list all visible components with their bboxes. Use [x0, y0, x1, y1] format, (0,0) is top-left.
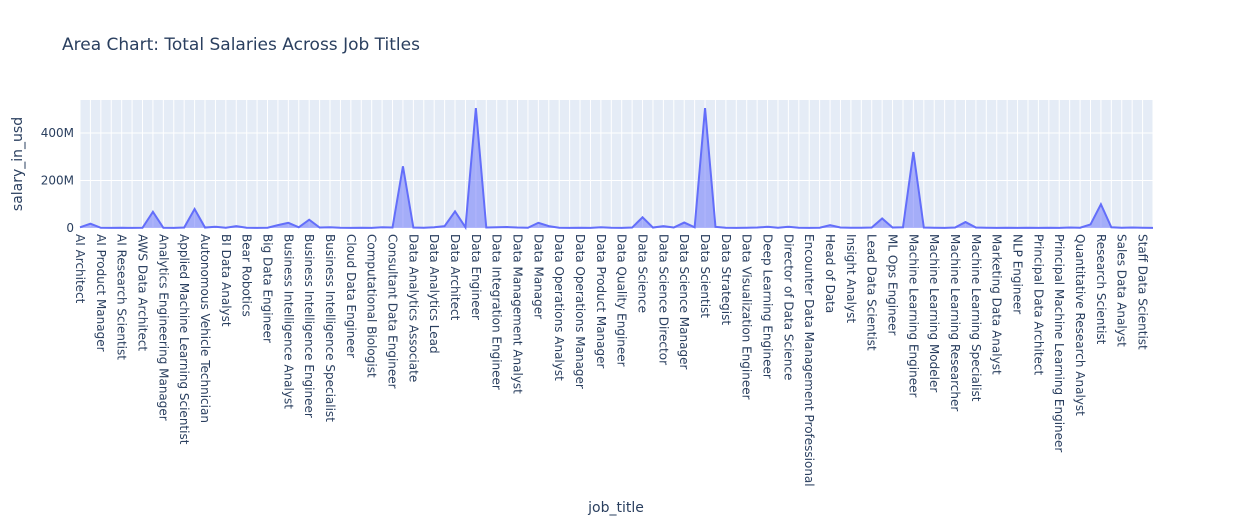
y-axis-title: salary_in_usd	[10, 117, 26, 211]
x-tick-label: Deep Learning Engineer	[761, 234, 775, 379]
x-tick-label: AI Architect	[73, 234, 87, 304]
y-tick-label: 200M	[41, 174, 74, 188]
x-tick-label: Machine Learning Specialist	[969, 234, 983, 402]
x-axis-title: job_title	[587, 500, 644, 516]
x-tick-label: Data Engineer	[469, 234, 483, 320]
x-tick-label: Head of Data	[823, 234, 837, 313]
x-tick-label: AI Product Manager	[94, 234, 108, 352]
x-tick-label: AI Research Scientist	[115, 234, 129, 360]
x-tick-label: Analytics Engineering Manager	[156, 234, 170, 421]
x-tick-label: ML Ops Engineer	[886, 234, 900, 335]
x-tick-label: Business Intelligence Specialist	[323, 234, 337, 422]
y-tick-label: 0	[66, 221, 74, 235]
x-tick-label: Data Architect	[448, 234, 462, 321]
x-tick-label: Data Operations Analyst	[552, 234, 566, 381]
x-tick-label: Autonomous Vehicle Technician	[198, 234, 212, 423]
x-tick-label: Quantitative Research Analyst	[1073, 234, 1087, 416]
x-tick-label: Data Visualization Engineer	[740, 234, 754, 400]
x-tick-label: Data Science Manager	[677, 234, 691, 369]
x-tick-label: Marketing Data Analyst	[990, 234, 1004, 375]
x-tick-label: Data Science	[636, 234, 650, 313]
x-tick-label: Machine Learning Engineer	[906, 234, 920, 397]
x-tick-label: Data Analytics Associate	[406, 234, 420, 382]
x-tick-label: Applied Machine Learning Scientist	[177, 234, 191, 445]
x-tick-label: Principal Machine Learning Engineer	[1052, 234, 1066, 452]
x-tick-label: Data Product Manager	[594, 234, 608, 369]
x-tick-label: Data Quality Engineer	[615, 234, 629, 367]
chart-title: Area Chart: Total Salaries Across Job Ti…	[62, 35, 420, 55]
x-tick-label: Research Scientist	[1094, 234, 1108, 345]
x-tick-label: Data Operations Manager	[573, 234, 587, 389]
x-tick-label: Data Science Director	[656, 234, 670, 365]
x-tick-label: Data Integration Engineer	[490, 234, 504, 390]
x-tick-label: Insight Analyst	[844, 234, 858, 323]
x-tick-label: AWS Data Architect	[136, 234, 150, 351]
x-tick-label: Computational Biologist	[365, 234, 379, 378]
x-tick-label: Business Intelligence Engineer	[302, 234, 316, 418]
x-tick-label: Data Analytics Lead	[427, 234, 441, 354]
x-tick-label: Data Scientist	[698, 234, 712, 318]
x-tick-label: Data Strategist	[719, 234, 733, 325]
plot-background	[80, 100, 1153, 228]
x-tick-label: Principal Data Architect	[1031, 234, 1045, 376]
area-line	[79, 107, 1154, 231]
x-tick-label: Director of Data Science	[781, 234, 795, 380]
x-tick-label: Machine Learning Modeler	[927, 234, 941, 392]
x-tick-label: Machine Learning Researcher	[948, 234, 962, 411]
x-tick-label: NLP Engineer	[1011, 234, 1025, 314]
x-tick-label: Cloud Data Engineer	[344, 234, 358, 358]
x-tick-label: BI Data Analyst	[219, 234, 233, 327]
y-tick-label: 400M	[41, 126, 74, 140]
x-tick-label: Data Manager	[531, 234, 545, 319]
x-tick-label: Data Management Analyst	[511, 234, 525, 394]
x-tick-label: Bear Robotics	[240, 234, 254, 317]
x-tick-label: Sales Data Analyst	[1115, 234, 1129, 347]
x-tick-label: Big Data Engineer	[261, 234, 275, 343]
x-tick-label: Encounter Data Management Professional	[802, 234, 816, 487]
x-tick-label: Business Intelligence Analyst	[281, 234, 295, 409]
x-tick-label: Consultant Data Engineer	[386, 234, 400, 389]
x-tick-label: Staff Data Scientist	[1136, 234, 1150, 350]
x-tick-label: Lead Data Scientist	[865, 234, 879, 351]
